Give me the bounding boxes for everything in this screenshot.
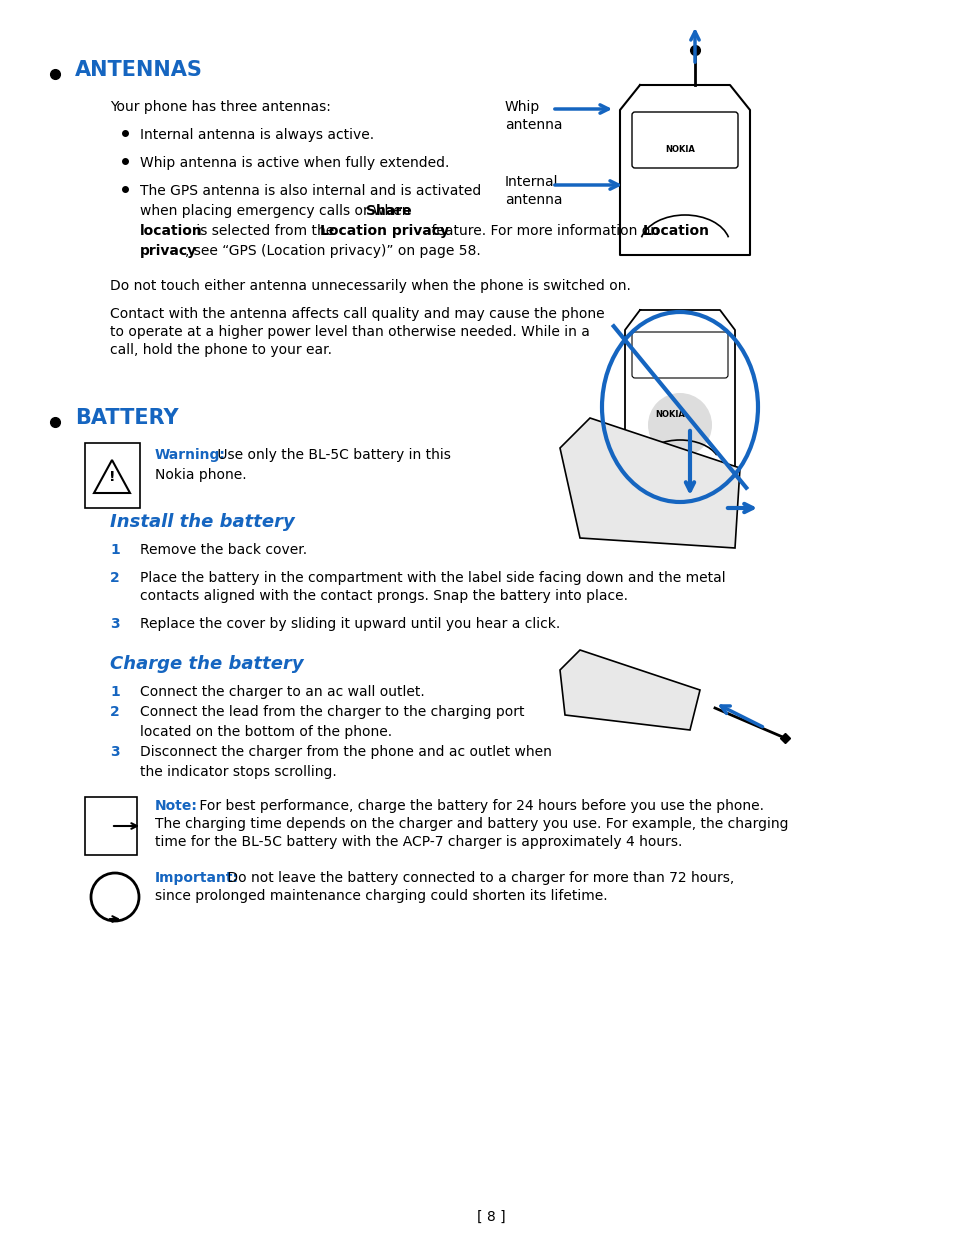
Text: 2: 2 — [110, 705, 120, 719]
Text: ANTENNAS: ANTENNAS — [75, 60, 203, 80]
Text: [ 8 ]: [ 8 ] — [476, 1211, 505, 1224]
Text: 3: 3 — [110, 745, 119, 759]
Text: Location privacy: Location privacy — [319, 223, 449, 238]
Text: privacy: privacy — [140, 245, 197, 258]
Text: Connect the lead from the charger to the charging port: Connect the lead from the charger to the… — [140, 705, 524, 719]
Text: Connect the charger to an ac wall outlet.: Connect the charger to an ac wall outlet… — [140, 685, 424, 699]
Text: contacts aligned with the contact prongs. Snap the battery into place.: contacts aligned with the contact prongs… — [140, 589, 627, 603]
Text: Your phone has three antennas:: Your phone has three antennas: — [110, 100, 331, 114]
Text: since prolonged maintenance charging could shorten its lifetime.: since prolonged maintenance charging cou… — [154, 889, 607, 904]
Text: Do not leave the battery connected to a charger for more than 72 hours,: Do not leave the battery connected to a … — [223, 871, 734, 885]
Text: Nokia phone.: Nokia phone. — [154, 468, 247, 482]
FancyBboxPatch shape — [631, 332, 727, 378]
Circle shape — [91, 874, 139, 921]
Text: Location: Location — [642, 223, 709, 238]
Text: Whip: Whip — [504, 100, 539, 114]
Text: 3: 3 — [110, 617, 119, 631]
Text: Internal antenna is always active.: Internal antenna is always active. — [140, 129, 374, 142]
Text: Share: Share — [366, 203, 412, 218]
Text: Place the battery in the compartment with the label side facing down and the met: Place the battery in the compartment wit… — [140, 572, 725, 585]
Text: located on the bottom of the phone.: located on the bottom of the phone. — [140, 725, 392, 739]
Text: Do not touch either antenna unnecessarily when the phone is switched on.: Do not touch either antenna unnecessaril… — [110, 280, 630, 293]
Text: Internal: Internal — [504, 175, 558, 188]
Text: Important:: Important: — [154, 871, 239, 885]
Text: Use only the BL-5C battery in this: Use only the BL-5C battery in this — [213, 448, 451, 462]
Text: when placing emergency calls or when: when placing emergency calls or when — [140, 203, 415, 218]
Text: 1: 1 — [110, 543, 120, 557]
Polygon shape — [559, 650, 700, 730]
Text: antenna: antenna — [504, 119, 562, 132]
Text: feature. For more information on: feature. For more information on — [427, 223, 662, 238]
Text: Charge the battery: Charge the battery — [110, 655, 303, 673]
Text: , see “GPS (Location privacy)” on page 58.: , see “GPS (Location privacy)” on page 5… — [185, 245, 480, 258]
Text: Whip antenna is active when fully extended.: Whip antenna is active when fully extend… — [140, 156, 449, 170]
Text: Remove the back cover.: Remove the back cover. — [140, 543, 307, 557]
Polygon shape — [559, 418, 740, 548]
Text: NOKIA: NOKIA — [655, 411, 684, 419]
Text: Disconnect the charger from the phone and ac outlet when: Disconnect the charger from the phone an… — [140, 745, 551, 759]
Circle shape — [647, 393, 711, 457]
Text: Contact with the antenna affects call quality and may cause the phone: Contact with the antenna affects call qu… — [110, 307, 604, 321]
Text: antenna: antenna — [504, 193, 562, 207]
Text: location: location — [140, 223, 203, 238]
Text: 2: 2 — [110, 572, 120, 585]
Polygon shape — [94, 461, 130, 493]
FancyBboxPatch shape — [85, 797, 137, 855]
Text: The charging time depends on the charger and battery you use. For example, the c: The charging time depends on the charger… — [154, 817, 788, 831]
Text: is selected from the: is selected from the — [192, 223, 338, 238]
Text: time for the BL-5C battery with the ACP-7 charger is approximately 4 hours.: time for the BL-5C battery with the ACP-… — [154, 835, 681, 849]
FancyBboxPatch shape — [631, 112, 738, 168]
Text: NOKIA: NOKIA — [664, 145, 694, 154]
Text: BATTERY: BATTERY — [75, 408, 178, 428]
Text: Note:: Note: — [154, 799, 197, 812]
Text: Replace the cover by sliding it upward until you hear a click.: Replace the cover by sliding it upward u… — [140, 617, 559, 631]
Text: call, hold the phone to your ear.: call, hold the phone to your ear. — [110, 343, 332, 357]
Text: 1: 1 — [110, 685, 120, 699]
Text: to operate at a higher power level than otherwise needed. While in a: to operate at a higher power level than … — [110, 324, 589, 339]
Text: Warning:: Warning: — [154, 448, 226, 462]
Text: Install the battery: Install the battery — [110, 513, 294, 530]
Text: !: ! — [109, 470, 115, 484]
FancyBboxPatch shape — [85, 443, 140, 508]
Text: the indicator stops scrolling.: the indicator stops scrolling. — [140, 765, 336, 779]
Text: For best performance, charge the battery for 24 hours before you use the phone.: For best performance, charge the battery… — [194, 799, 763, 812]
Text: The GPS antenna is also internal and is activated: The GPS antenna is also internal and is … — [140, 183, 480, 198]
